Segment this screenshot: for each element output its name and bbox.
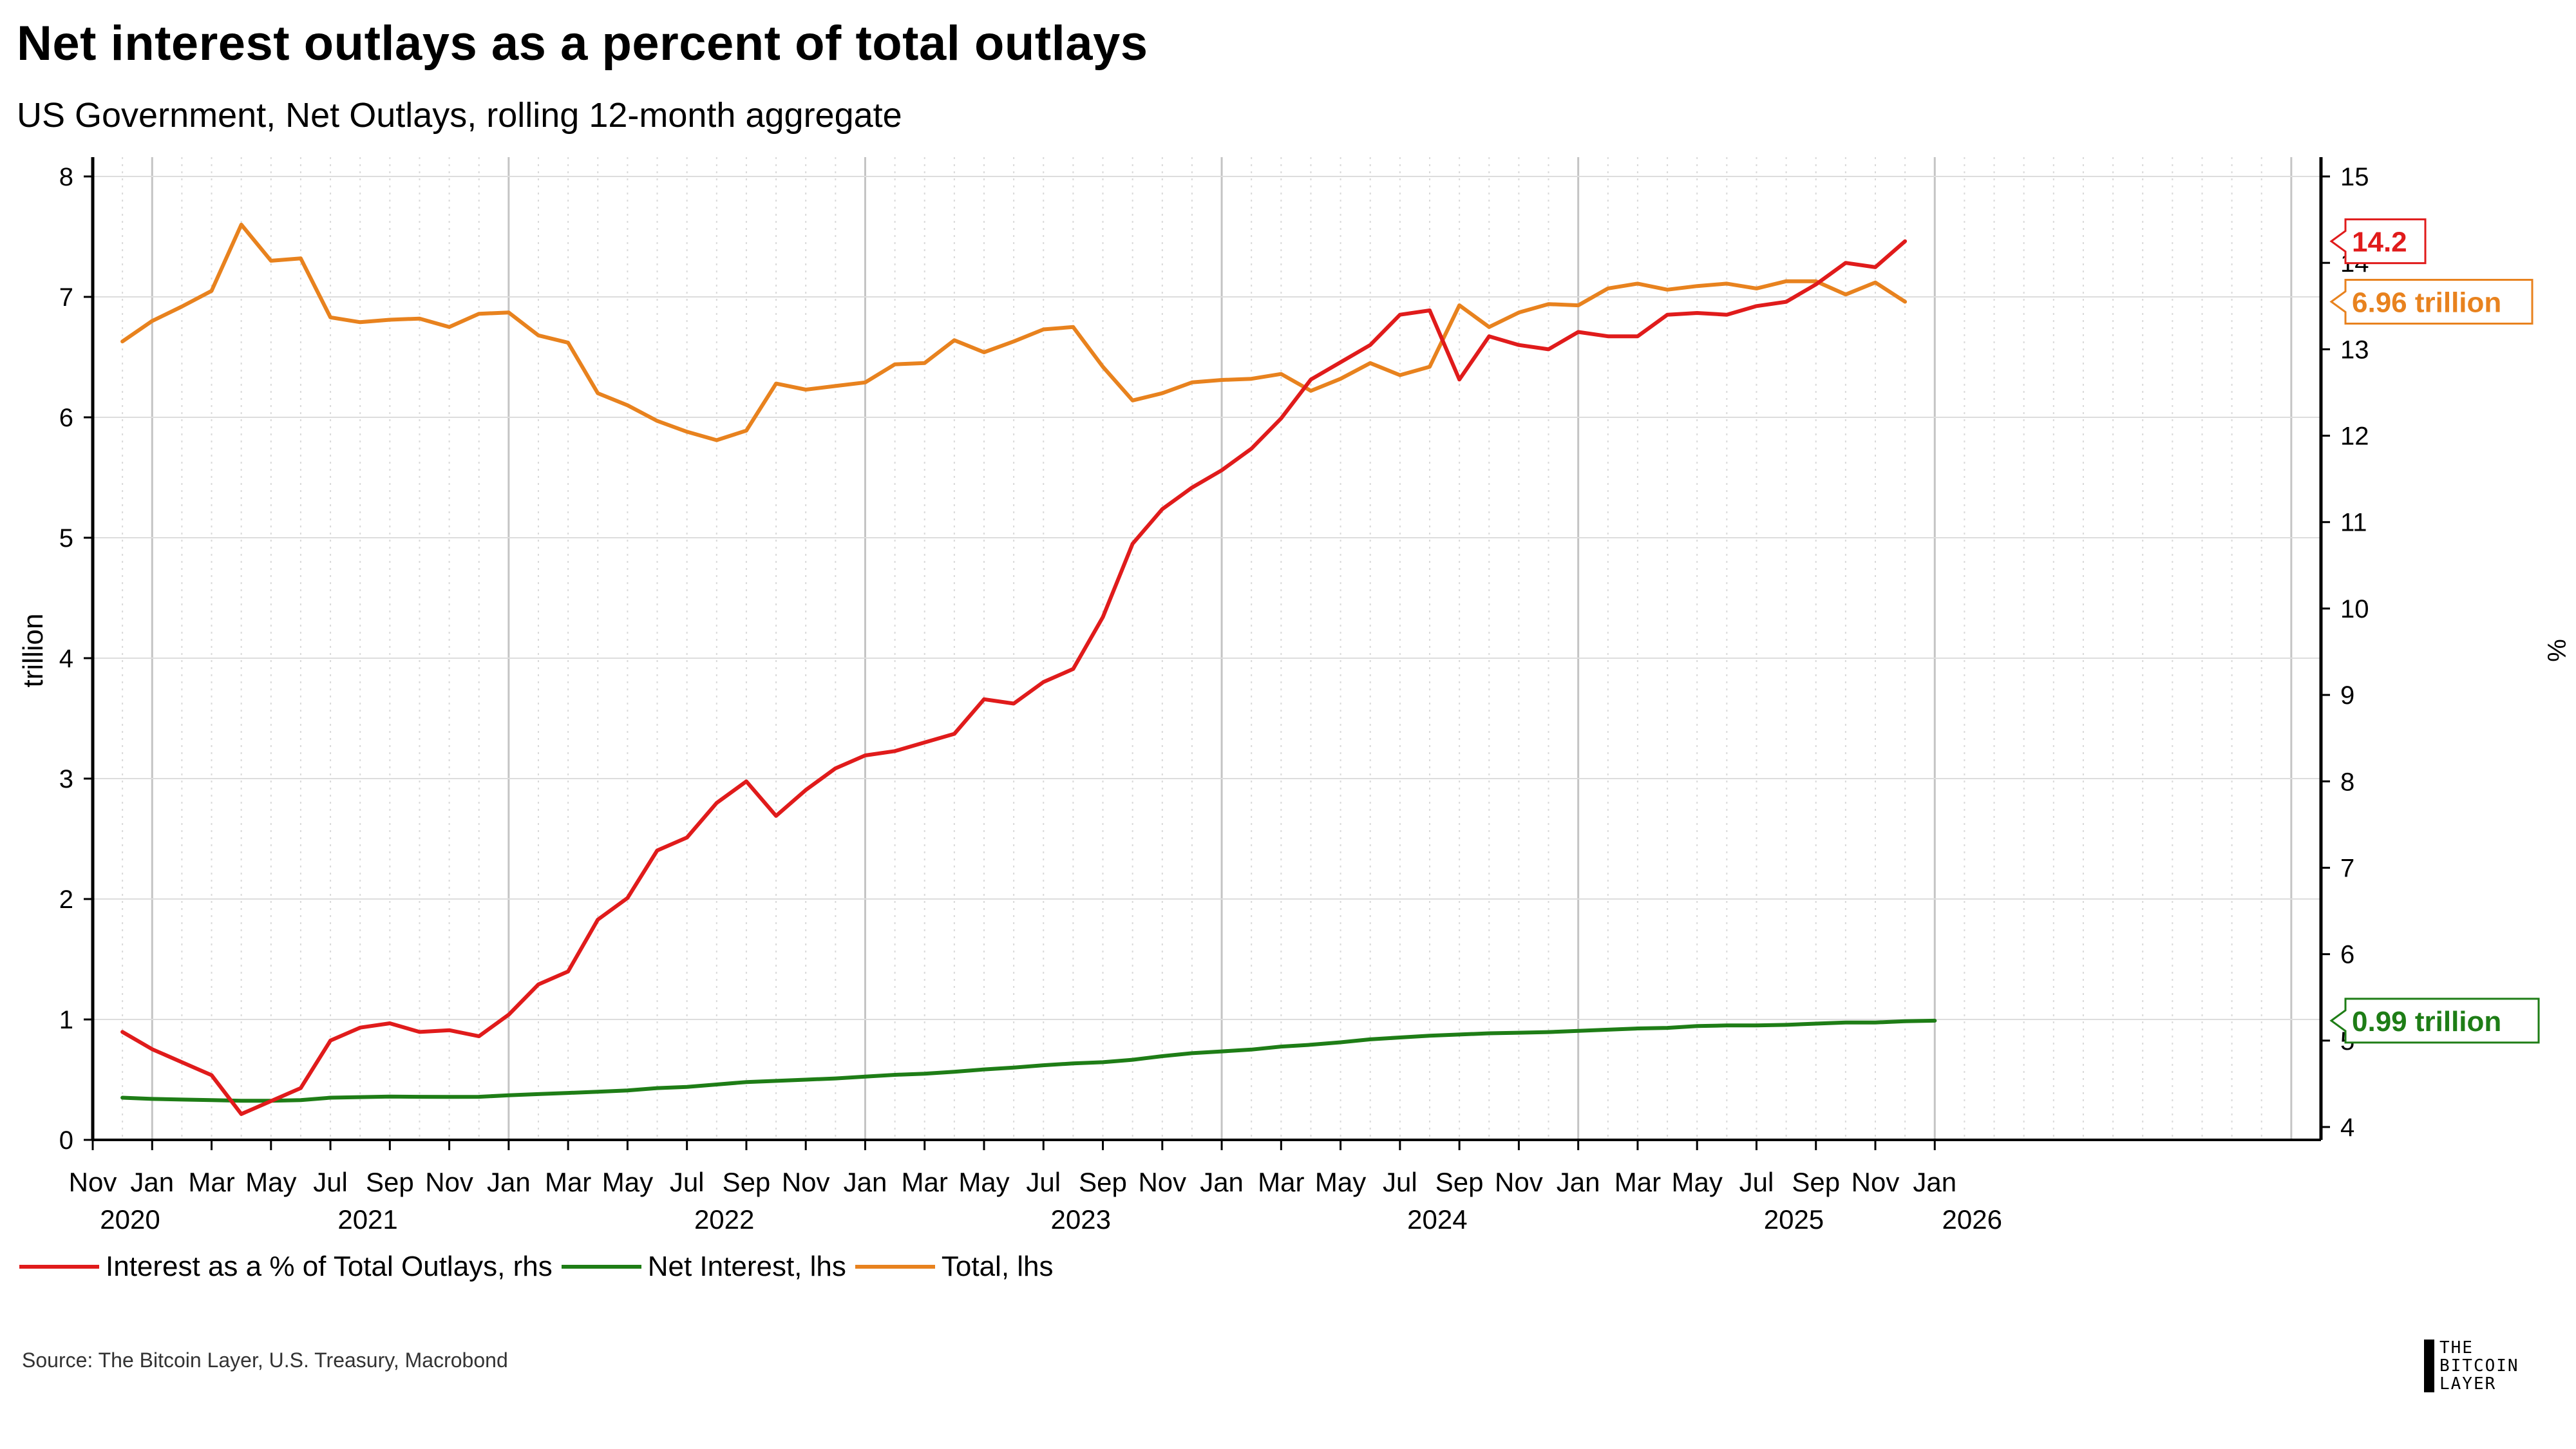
x-tick-label: Mar [545, 1167, 591, 1197]
callout-net-interest: 0.99 trillion [2329, 998, 2540, 1044]
logo-line-1: THE [2439, 1338, 2474, 1358]
x-tick-label: Mar [1258, 1167, 1304, 1197]
chart-title: Net interest outlays as a percent of tot… [17, 16, 1148, 71]
x-tick-label: Jan [130, 1167, 174, 1197]
chart-legend: Interest as a % of Total Outlays, rhs Ne… [19, 1251, 1063, 1283]
x-tick-label: Nov [1138, 1167, 1186, 1197]
callout-interest-pct-box [2329, 218, 2427, 265]
x-year-label: 2020 [100, 1204, 160, 1235]
right-tick-label: 12 [2340, 422, 2369, 451]
x-tick-label: Nov [1495, 1167, 1543, 1197]
line-chart: 012345678trillion456789101112131415%Nov2… [17, 157, 2570, 1235]
x-tick-label: Jul [313, 1167, 348, 1197]
x-tick-label: May [958, 1167, 1009, 1197]
series-net-interest-line [120, 1018, 1937, 1103]
x-year-label: 2024 [1407, 1204, 1467, 1235]
x-tick-label: Jan [844, 1167, 887, 1197]
series-total-line [120, 222, 1908, 442]
x-tick-label: Nov [782, 1167, 830, 1197]
x-year-label: 2025 [1764, 1204, 1824, 1235]
legend-label-net-interest: Net Interest, lhs [647, 1251, 846, 1282]
callout-total-text: 6.96 trillion [2352, 287, 2501, 318]
left-tick-label: 3 [59, 765, 73, 793]
callout-total-box [2329, 278, 2533, 325]
logo-line-2: BITCOIN [2439, 1356, 2519, 1376]
x-year-label: 2022 [694, 1204, 754, 1235]
bitcoin-layer-logo: THE BITCOIN LAYER [2424, 1340, 2519, 1392]
legend-label-interest-pct: Interest as a % of Total Outlays, rhs [106, 1251, 553, 1282]
left-tick-label: 0 [59, 1126, 73, 1155]
legend-item-total: Total, lhs [855, 1251, 1054, 1283]
x-tick-label: Nov [425, 1167, 473, 1197]
callout-interest-pct-text: 14.2 [2352, 227, 2407, 258]
x-tick-label: Jan [1200, 1167, 1244, 1197]
left-axis-title: trillion [17, 614, 49, 688]
x-tick-label: Mar [902, 1167, 948, 1197]
chart-subtitle: US Government, Net Outlays, rolling 12-m… [17, 96, 902, 135]
x-tick-label: May [1315, 1167, 1366, 1197]
right-axis-title: % [2542, 639, 2570, 662]
left-tick-label: 7 [59, 283, 73, 312]
legend-item-net-interest: Net Interest, lhs [561, 1251, 846, 1283]
right-tick-label: 9 [2340, 681, 2354, 710]
x-tick-label: Sep [723, 1167, 771, 1197]
source-note: Source: The Bitcoin Layer, U.S. Treasury… [22, 1349, 508, 1372]
logo-line-3: LAYER [2439, 1374, 2497, 1394]
x-tick-label: Jan [487, 1167, 531, 1197]
right-tick-label: 13 [2340, 336, 2369, 364]
legend-swatch-orange [855, 1265, 935, 1269]
legend-swatch-red [19, 1265, 99, 1269]
x-tick-label: Jan [1913, 1167, 1956, 1197]
logo-text: THE BITCOIN LAYER [2439, 1340, 2519, 1392]
x-tick-label: Jul [1383, 1167, 1417, 1197]
left-tick-label: 6 [59, 404, 73, 432]
x-tick-label: Jan [1557, 1167, 1600, 1197]
left-tick-label: 4 [59, 645, 73, 673]
callout-interest-pct: 14.2 [2329, 218, 2427, 265]
right-tick-label: 7 [2340, 854, 2354, 882]
right-tick-label: 6 [2340, 941, 2354, 969]
x-tick-label: Jul [1026, 1167, 1061, 1197]
left-tick-label: 1 [59, 1006, 73, 1034]
right-tick-label: 11 [2340, 509, 2367, 537]
x-tick-label: Nov [1852, 1167, 1900, 1197]
right-tick-label: 10 [2340, 595, 2369, 623]
x-tick-label: Sep [1435, 1167, 1484, 1197]
x-tick-label: May [602, 1167, 653, 1197]
x-tick-label: Mar [188, 1167, 234, 1197]
x-tick-label: Jul [1739, 1167, 1774, 1197]
x-tick-label: Sep [1079, 1167, 1127, 1197]
left-tick-label: 2 [59, 886, 73, 914]
legend-item-interest-pct: Interest as a % of Total Outlays, rhs [19, 1251, 553, 1283]
callout-net-interest-box [2329, 998, 2540, 1044]
left-tick-label: 8 [59, 163, 73, 191]
logo-bar [2424, 1340, 2434, 1392]
left-tick-label: 5 [59, 524, 73, 553]
right-tick-label: 8 [2340, 768, 2354, 796]
legend-swatch-green [561, 1265, 641, 1269]
x-year-label: 2023 [1051, 1204, 1111, 1235]
x-tick-label: May [245, 1167, 296, 1197]
right-tick-label: 4 [2340, 1113, 2354, 1142]
x-year-label: 2021 [337, 1204, 397, 1235]
legend-label-total: Total, lhs [941, 1251, 1054, 1282]
x-tick-label: Sep [366, 1167, 414, 1197]
x-tick-label: Jul [670, 1167, 705, 1197]
right-tick-label: 15 [2340, 163, 2369, 191]
callout-total: 6.96 trillion [2329, 278, 2533, 325]
x-tick-label: Nov [69, 1167, 117, 1197]
x-year-label: 2026 [1942, 1204, 2002, 1235]
series-interest-pct-line [120, 239, 1908, 1116]
callout-net-interest-text: 0.99 trillion [2352, 1006, 2501, 1037]
x-tick-label: Sep [1792, 1167, 1840, 1197]
x-tick-label: May [1672, 1167, 1723, 1197]
x-tick-label: Mar [1615, 1167, 1661, 1197]
